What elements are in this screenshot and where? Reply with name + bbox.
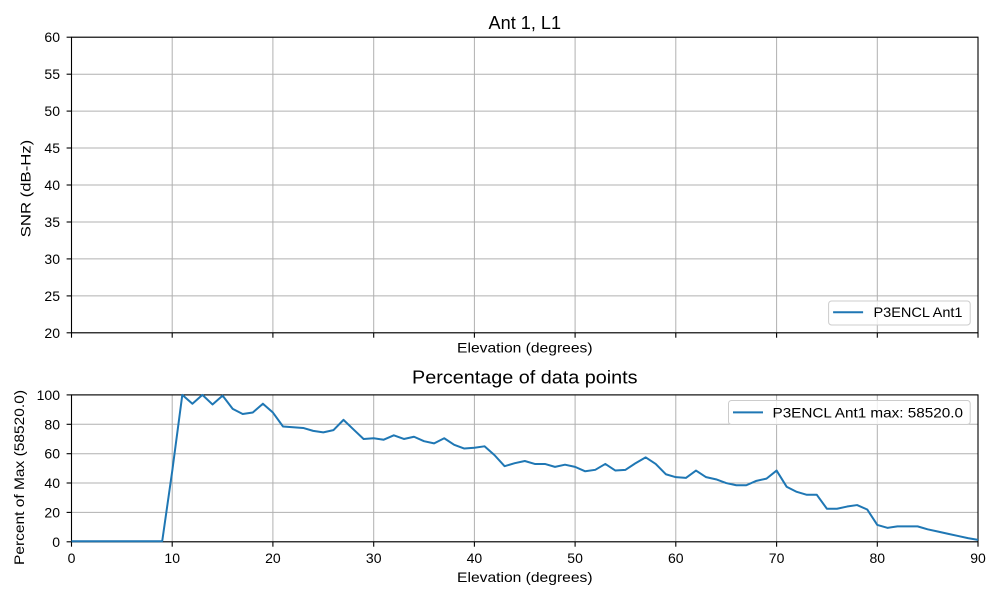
svg-text:Elevation (degrees): Elevation (degrees): [457, 569, 593, 585]
svg-text:40: 40: [467, 550, 483, 566]
svg-text:20: 20: [44, 325, 60, 341]
svg-text:20: 20: [44, 504, 60, 520]
svg-text:45: 45: [44, 140, 60, 156]
svg-text:70: 70: [769, 550, 785, 566]
svg-text:40: 40: [44, 475, 60, 491]
svg-text:30: 30: [44, 251, 60, 267]
svg-text:60: 60: [668, 550, 684, 566]
svg-text:P3ENCL Ant1: P3ENCL Ant1: [874, 304, 963, 320]
svg-text:90: 90: [970, 550, 986, 566]
svg-text:60: 60: [44, 29, 60, 45]
svg-text:55: 55: [44, 66, 60, 82]
svg-text:80: 80: [870, 550, 886, 566]
svg-text:Ant 1, L1: Ant 1, L1: [489, 13, 562, 33]
svg-text:40: 40: [44, 177, 60, 193]
svg-text:P3ENCL Ant1 max: 58520.0: P3ENCL Ant1 max: 58520.0: [773, 404, 964, 420]
svg-text:35: 35: [44, 214, 60, 230]
svg-text:0: 0: [68, 550, 76, 566]
svg-text:10: 10: [164, 550, 180, 566]
svg-text:25: 25: [44, 288, 60, 304]
svg-text:0: 0: [52, 534, 60, 550]
svg-text:30: 30: [366, 550, 382, 566]
svg-text:80: 80: [44, 416, 60, 432]
svg-text:Percent of Max (58520.0): Percent of Max (58520.0): [11, 390, 27, 565]
svg-text:50: 50: [44, 103, 60, 119]
svg-text:Percentage of data points: Percentage of data points: [412, 368, 638, 388]
svg-text:20: 20: [265, 550, 281, 566]
svg-text:SNR (dB-Hz): SNR (dB-Hz): [18, 140, 34, 238]
svg-text:100: 100: [37, 387, 61, 403]
svg-text:Elevation (degrees): Elevation (degrees): [457, 340, 593, 356]
svg-text:60: 60: [44, 446, 60, 462]
svg-text:50: 50: [567, 550, 583, 566]
